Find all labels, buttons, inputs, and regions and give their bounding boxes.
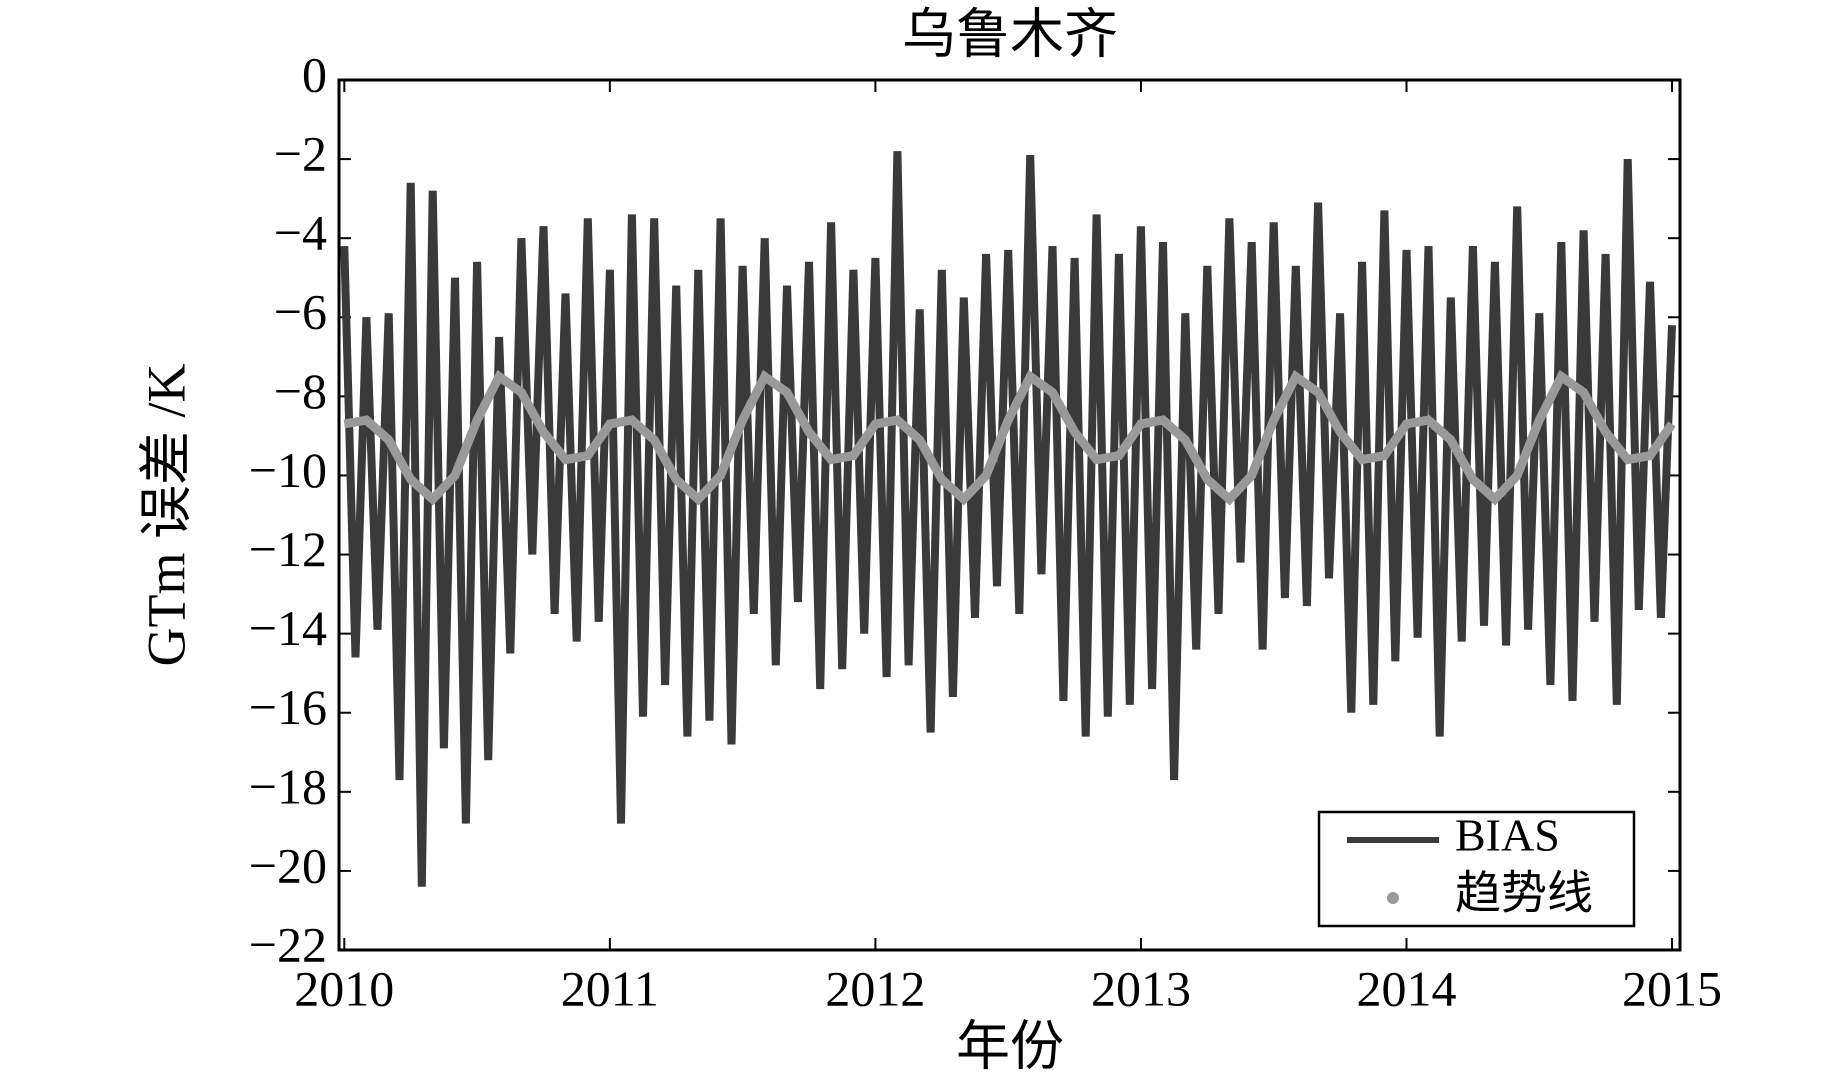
y-tick-label: −2	[274, 126, 327, 182]
series-line	[343, 369, 1676, 506]
x-tick-label: 2015	[1622, 960, 1722, 1016]
legend-label: 趋势线	[1455, 868, 1593, 919]
y-tick-label: −12	[249, 521, 327, 577]
x-tick-label: 2012	[825, 960, 925, 1016]
y-tick-label: −20	[249, 837, 327, 893]
x-tick-label: 2011	[561, 960, 659, 1016]
y-tick-label: −22	[249, 916, 327, 972]
y-tick-label: −4	[274, 205, 327, 261]
y-tick-label: 0	[302, 46, 327, 102]
y-tick-label: −16	[249, 679, 327, 735]
y-tick-label: −6	[274, 284, 327, 340]
y-tick-label: −10	[249, 442, 327, 498]
x-axis-label: 年份	[956, 1016, 1064, 1076]
series-line	[340, 151, 1676, 887]
plot-frame	[337, 78, 1682, 952]
x-tick-label: 2013	[1091, 960, 1191, 1016]
x-tick-label: 2014	[1356, 960, 1456, 1016]
legend-label: BIAS	[1455, 810, 1560, 861]
legend-dot	[1387, 892, 1399, 904]
chart-title: 乌鲁木齐	[902, 4, 1118, 64]
y-tick-label: −8	[274, 363, 327, 419]
x-tick-label: 2010	[294, 960, 394, 1016]
y-tick-label: −14	[249, 600, 327, 656]
y-axis-label: GTm 误差 /K	[136, 364, 196, 667]
legend-box	[1317, 810, 1636, 928]
y-tick-label: −18	[249, 758, 327, 814]
